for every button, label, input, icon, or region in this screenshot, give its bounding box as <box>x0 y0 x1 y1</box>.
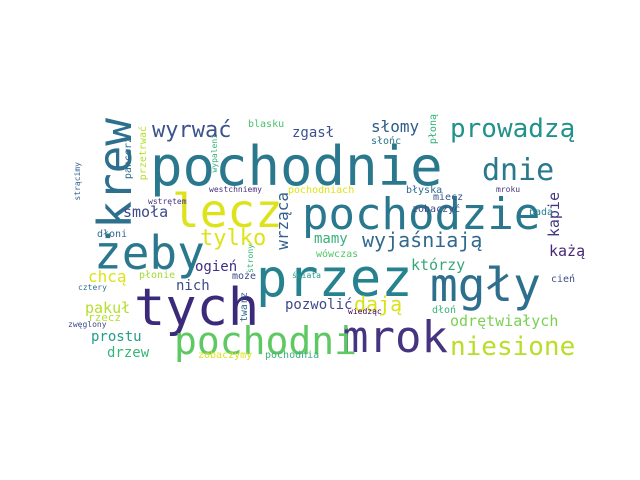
word: ogień <box>195 259 238 275</box>
word: wiedząc <box>348 307 382 316</box>
word: prowadzą <box>450 114 576 144</box>
word: świata <box>292 271 321 280</box>
word: prostu <box>91 329 142 345</box>
word: strony <box>246 244 255 273</box>
word: pochodniach <box>288 185 355 196</box>
word: westchniemy <box>209 185 262 194</box>
word: mgły <box>430 258 541 312</box>
word: odrętwiałych <box>450 312 559 330</box>
word: chcą <box>88 267 127 286</box>
word: tych <box>134 278 260 338</box>
word: wówczas <box>316 249 359 260</box>
word: rzecz <box>88 311 122 324</box>
word: dłoń <box>432 305 457 316</box>
word: mamy <box>314 231 348 247</box>
word: wrząca <box>273 192 292 250</box>
word: zobaczyć <box>412 204 461 215</box>
word: pakuł <box>85 299 131 317</box>
word: wyrwać <box>152 118 232 143</box>
word: wstrętem <box>148 197 187 206</box>
word: dają <box>354 292 403 316</box>
word: smoła <box>123 203 169 221</box>
word: pochodni <box>174 319 358 363</box>
word: pancerz <box>123 137 134 180</box>
word: mrok <box>342 312 448 363</box>
word: słońc <box>371 136 402 147</box>
word: żeby <box>94 226 205 280</box>
word: zwęglony <box>68 320 107 329</box>
word: słomy <box>371 117 420 136</box>
word: przez <box>256 249 413 309</box>
word: przetrwać <box>138 126 149 181</box>
word: tylko <box>200 226 267 251</box>
word: cień <box>551 274 576 285</box>
word: mroku <box>496 185 521 194</box>
word: dłoni <box>97 229 128 240</box>
word: płoną <box>428 114 439 145</box>
word: płonie <box>139 270 176 281</box>
word: pochodnie <box>150 135 443 198</box>
word: wyjaśniają <box>362 228 483 252</box>
word: dnie <box>482 153 555 188</box>
word: blasku <box>248 119 285 130</box>
word: cztery <box>78 283 107 292</box>
word: twarz <box>239 292 250 323</box>
word: błyska <box>406 185 443 196</box>
word: pochodzie <box>302 189 541 240</box>
word: miecz <box>433 192 464 203</box>
word: pochodnia <box>265 350 320 361</box>
word: pada <box>529 207 554 218</box>
word: wypaleni <box>210 134 219 173</box>
word: niesione <box>450 332 576 362</box>
word: każą <box>549 242 586 260</box>
word: zgasł <box>292 125 335 141</box>
word: pozwolić <box>285 297 353 313</box>
word: lecz <box>172 184 283 238</box>
word: strącimy <box>73 162 82 201</box>
word: może <box>232 271 257 282</box>
word: drzew <box>107 345 150 361</box>
word: którzy <box>411 256 466 274</box>
word: zobaczymy <box>198 350 253 361</box>
word: nich <box>176 278 210 294</box>
